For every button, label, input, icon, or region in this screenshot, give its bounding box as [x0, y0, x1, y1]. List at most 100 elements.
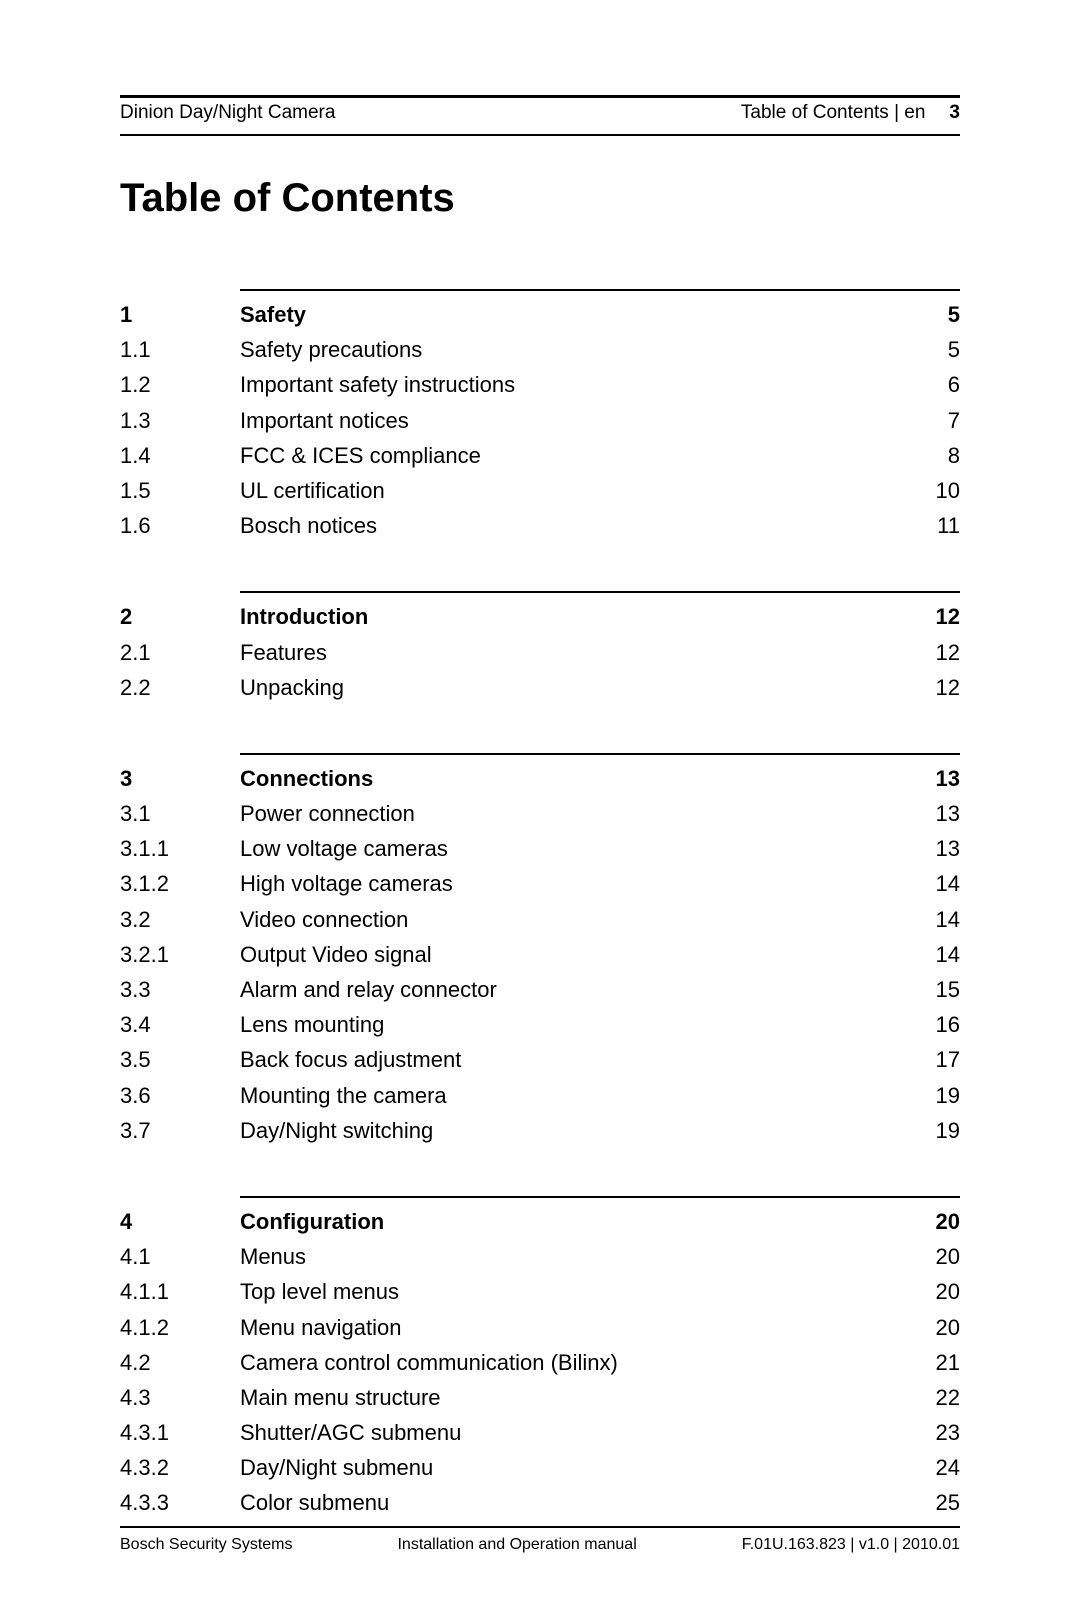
toc-entry-label: Bosch notices [240, 508, 920, 543]
toc-entry-row: 3.1.2High voltage cameras14 [120, 866, 960, 901]
section-rule [240, 1196, 960, 1198]
footer-right: F.01U.163.823 | v1.0 | 2010.01 [742, 1536, 960, 1554]
toc-entry-number: 1.3 [120, 403, 240, 438]
toc-entry-number: 4.1.1 [120, 1274, 240, 1309]
toc-heading-page: 5 [920, 297, 960, 332]
toc-entry-label: Output Video signal [240, 937, 920, 972]
toc-heading-page: 12 [920, 599, 960, 634]
toc-entry-label: Camera control communication (Bilinx) [240, 1345, 920, 1380]
toc-entry-label: Alarm and relay connector [240, 972, 920, 1007]
table-of-contents: 1Safety51.1Safety precautions51.2Importa… [120, 289, 960, 1521]
page-header: Dinion Day/Night Camera Table of Content… [120, 102, 960, 134]
toc-entry-label: Important safety instructions [240, 367, 920, 402]
toc-heading-label: Connections [240, 761, 920, 796]
toc-entry-label: Day/Night switching [240, 1113, 920, 1148]
toc-entry-row: 3.5Back focus adjustment17 [120, 1042, 960, 1077]
toc-entry-page: 12 [920, 670, 960, 705]
toc-entry-number: 3.2.1 [120, 937, 240, 972]
header-section-label: Table of Contents | en [741, 102, 926, 124]
toc-entry-row: 3.6Mounting the camera19 [120, 1078, 960, 1113]
toc-section: 2Introduction122.1Features122.2Unpacking… [120, 591, 960, 705]
header-rule [120, 134, 960, 136]
toc-entry-row: 2.2Unpacking12 [120, 670, 960, 705]
section-rule [240, 753, 960, 755]
toc-entry-row: 1.5UL certification10 [120, 473, 960, 508]
toc-entry-number: 3.3 [120, 972, 240, 1007]
toc-entry-label: Lens mounting [240, 1007, 920, 1042]
toc-entry-page: 21 [920, 1345, 960, 1380]
toc-entry-label: Menus [240, 1239, 920, 1274]
toc-entry-number: 1.6 [120, 508, 240, 543]
toc-entry-page: 6 [920, 367, 960, 402]
toc-entry-number: 4.3.2 [120, 1450, 240, 1485]
toc-heading-page: 13 [920, 761, 960, 796]
footer-center: Installation and Operation manual [397, 1536, 636, 1554]
toc-entry-label: Important notices [240, 403, 920, 438]
toc-entry-label: Menu navigation [240, 1310, 920, 1345]
toc-entry-page: 12 [920, 635, 960, 670]
toc-entry-number: 2.2 [120, 670, 240, 705]
toc-heading-number: 3 [120, 761, 240, 796]
toc-entry-row: 3.2.1Output Video signal14 [120, 937, 960, 972]
toc-heading-page: 20 [920, 1204, 960, 1239]
toc-entry-page: 25 [920, 1485, 960, 1520]
toc-entry-page: 20 [920, 1310, 960, 1345]
toc-entry-page: 24 [920, 1450, 960, 1485]
toc-entry-row: 4.2Camera control communication (Bilinx)… [120, 1345, 960, 1380]
toc-entry-label: FCC & ICES compliance [240, 438, 920, 473]
top-rule [120, 95, 960, 98]
toc-entry-label: Video connection [240, 902, 920, 937]
toc-entry-row: 4.1.2Menu navigation20 [120, 1310, 960, 1345]
toc-heading-row: 1Safety5 [120, 297, 960, 332]
toc-entry-page: 19 [920, 1113, 960, 1148]
toc-heading-label: Safety [240, 297, 920, 332]
toc-entry-number: 3.1 [120, 796, 240, 831]
toc-entry-number: 3.4 [120, 1007, 240, 1042]
toc-entry-row: 2.1Features12 [120, 635, 960, 670]
toc-entry-page: 20 [920, 1274, 960, 1309]
toc-entry-label: Back focus adjustment [240, 1042, 920, 1077]
toc-entry-page: 13 [920, 831, 960, 866]
toc-section: 4Configuration204.1Menus204.1.1Top level… [120, 1196, 960, 1521]
toc-entry-label: High voltage cameras [240, 866, 920, 901]
toc-entry-page: 8 [920, 438, 960, 473]
toc-entry-row: 4.1Menus20 [120, 1239, 960, 1274]
toc-entry-label: Low voltage cameras [240, 831, 920, 866]
toc-entry-page: 7 [920, 403, 960, 438]
toc-entry-row: 1.6Bosch notices11 [120, 508, 960, 543]
toc-entry-label: UL certification [240, 473, 920, 508]
toc-heading-number: 2 [120, 599, 240, 634]
footer-left: Bosch Security Systems [120, 1536, 293, 1554]
toc-entry-row: 3.4Lens mounting16 [120, 1007, 960, 1042]
toc-entry-page: 23 [920, 1415, 960, 1450]
toc-entry-page: 20 [920, 1239, 960, 1274]
toc-entry-page: 16 [920, 1007, 960, 1042]
toc-entry-number: 3.1.1 [120, 831, 240, 866]
toc-entry-row: 3.3Alarm and relay connector15 [120, 972, 960, 1007]
toc-entry-number: 2.1 [120, 635, 240, 670]
toc-entry-page: 13 [920, 796, 960, 831]
header-page-number: 3 [949, 102, 960, 124]
toc-entry-row: 3.1.1Low voltage cameras13 [120, 831, 960, 866]
toc-entry-page: 11 [920, 508, 960, 543]
toc-entry-number: 1.5 [120, 473, 240, 508]
header-left: Dinion Day/Night Camera [120, 102, 335, 124]
toc-entry-number: 3.1.2 [120, 866, 240, 901]
toc-entry-number: 1.4 [120, 438, 240, 473]
toc-entry-number: 1.2 [120, 367, 240, 402]
toc-entry-label: Color submenu [240, 1485, 920, 1520]
toc-entry-label: Mounting the camera [240, 1078, 920, 1113]
page-container: Dinion Day/Night Camera Table of Content… [0, 0, 1080, 1618]
toc-entry-number: 4.2 [120, 1345, 240, 1380]
toc-heading-row: 4Configuration20 [120, 1204, 960, 1239]
toc-heading-label: Introduction [240, 599, 920, 634]
toc-entry-page: 19 [920, 1078, 960, 1113]
toc-entry-page: 14 [920, 866, 960, 901]
toc-entry-number: 3.7 [120, 1113, 240, 1148]
toc-entry-page: 22 [920, 1380, 960, 1415]
toc-entry-page: 15 [920, 972, 960, 1007]
toc-entry-row: 1.2Important safety instructions6 [120, 367, 960, 402]
toc-entry-page: 10 [920, 473, 960, 508]
toc-entry-label: Features [240, 635, 920, 670]
toc-entry-label: Unpacking [240, 670, 920, 705]
